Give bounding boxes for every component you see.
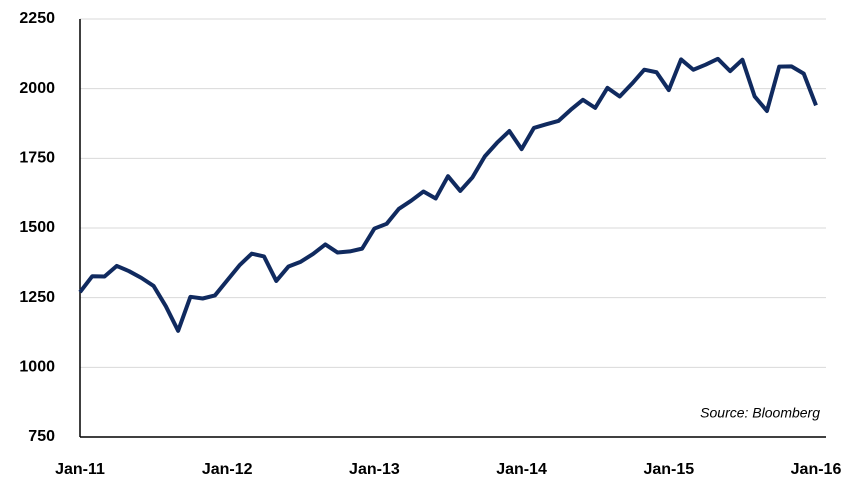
- x-tick-label: Jan-14: [496, 461, 547, 478]
- y-tick-label: 1000: [19, 359, 55, 376]
- x-tick-label: Jan-13: [349, 461, 400, 478]
- x-tick-label: Jan-16: [791, 461, 842, 478]
- y-tick-label: 1250: [19, 289, 55, 306]
- y-tick-label: 1500: [19, 219, 55, 236]
- line-series: [78, 56, 818, 333]
- y-tick-label: 2000: [19, 80, 55, 97]
- source-note: Source: Bloomberg: [700, 405, 820, 421]
- y-tick-label: 1750: [19, 150, 55, 167]
- x-tick-label: Jan-12: [202, 461, 253, 478]
- x-tick-label: Jan-15: [643, 461, 694, 478]
- y-tick-label: 750: [28, 428, 55, 445]
- x-tick-label: Jan-11: [55, 461, 105, 478]
- y-tick-label: 2250: [19, 10, 55, 27]
